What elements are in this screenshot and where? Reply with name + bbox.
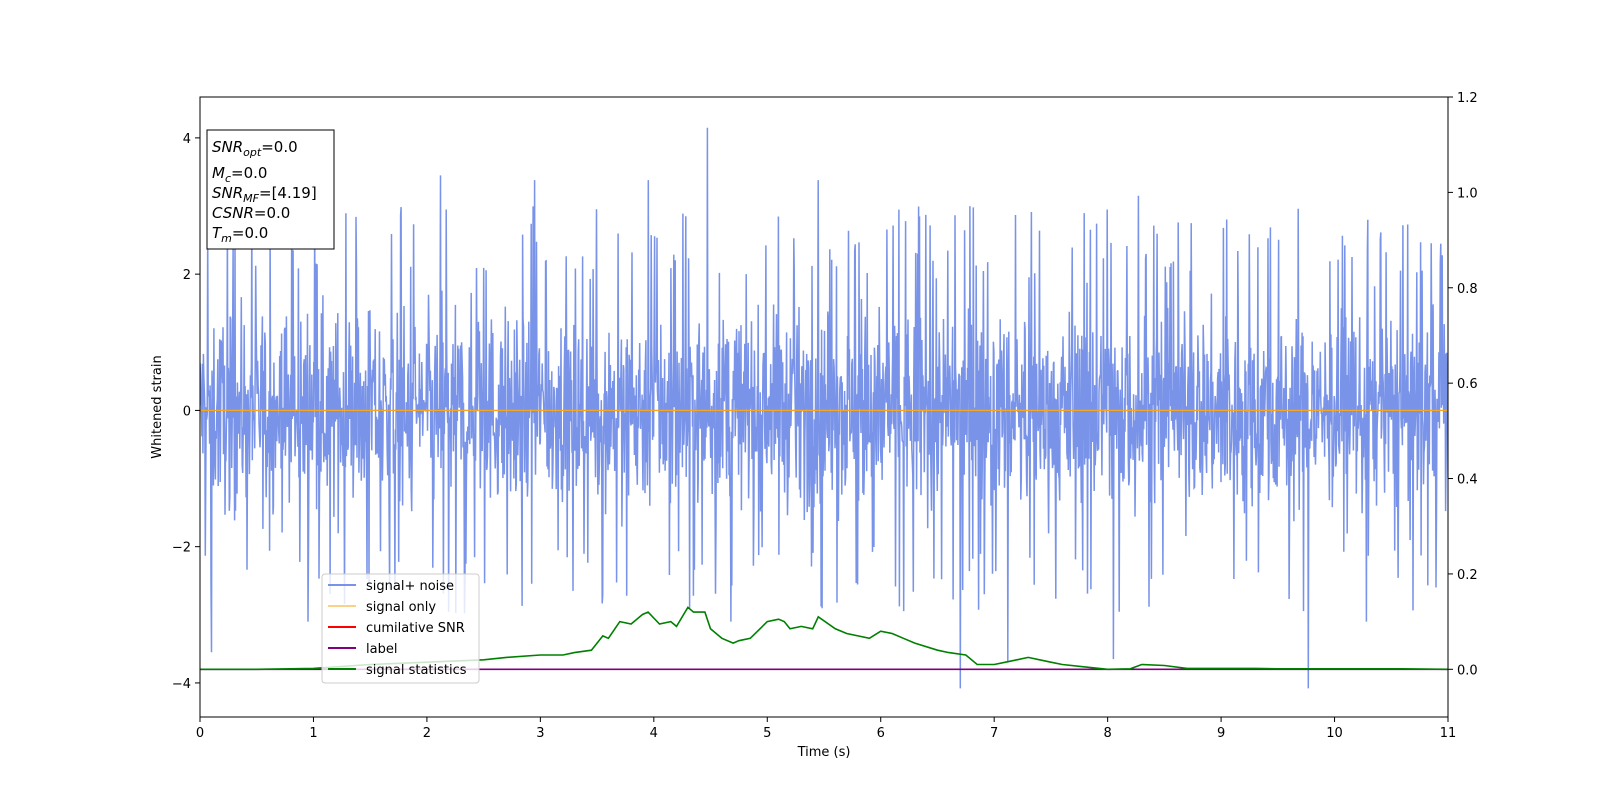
x-tick-label: 6 <box>877 726 885 741</box>
info-mc: Mc=0.0 <box>212 164 267 185</box>
series-signal-statistics <box>200 606 1448 671</box>
info-tm: Tm=0.0 <box>212 224 268 245</box>
y2-tick-label: 0.0 <box>1457 663 1478 678</box>
y2-tick-label: 0.2 <box>1457 568 1478 583</box>
y-axis-label: Whitened strain <box>150 355 165 458</box>
x-axis-label: Time (s) <box>797 745 851 760</box>
x-tick-label: 1 <box>309 726 317 741</box>
y2-tick-label: 1.0 <box>1457 186 1478 201</box>
y-tick-label: 4 <box>183 132 191 147</box>
x-tick-label: 10 <box>1326 726 1343 741</box>
legend-label-signal-noise: signal+ noise <box>366 579 454 594</box>
x-tick-label: 9 <box>1217 726 1225 741</box>
x-tick-label: 8 <box>1103 726 1111 741</box>
x-tick-label: 0 <box>196 726 204 741</box>
y2-tick-label: 0.8 <box>1457 282 1478 297</box>
info-snr-opt: SNRopt=0.0 <box>212 138 298 159</box>
y-tick-label: −2 <box>172 541 191 556</box>
y2-tick-label: 1.2 <box>1457 91 1478 106</box>
y2-tick-label: 0.6 <box>1457 377 1478 392</box>
y-tick-label: 0 <box>183 404 191 419</box>
legend-label-signal-statistics: signal statistics <box>366 663 467 678</box>
legend-label-cumilative-snr: cumilative SNR <box>366 621 465 636</box>
series-signal-noise <box>200 127 1448 689</box>
x-tick-label: 7 <box>990 726 998 741</box>
ticks-layer: 0 1 2 3 4 5 6 7 8 9 10 11 −4 −2 0 2 4 0.0 0.2 0.4 0.6 0.8 1.0 1… <box>172 91 1478 741</box>
legend: signal+ noise signal only cumilative SNR… <box>321 573 480 684</box>
info-csnr: CSNR=0.0 <box>212 204 290 222</box>
x-tick-label: 2 <box>423 726 431 741</box>
info-snr-mf: SNRMF=[4.19] <box>212 184 317 205</box>
y-tick-label: 2 <box>183 268 191 283</box>
x-tick-label: 11 <box>1440 726 1457 741</box>
x-tick-label: 4 <box>650 726 658 741</box>
x-tick-label: 3 <box>536 726 544 741</box>
x-tick-label: 5 <box>763 726 771 741</box>
plot-frame <box>199 96 1449 718</box>
legend-label-label: label <box>366 642 397 657</box>
legend-label-signal-only: signal only <box>366 600 436 615</box>
info-box: SNRopt=0.0 Mc=0.0 SNRMF=[4.19] CSNR=0.0 … <box>206 129 335 250</box>
y2-tick-label: 0.4 <box>1457 473 1478 488</box>
y-tick-label: −4 <box>172 677 191 692</box>
